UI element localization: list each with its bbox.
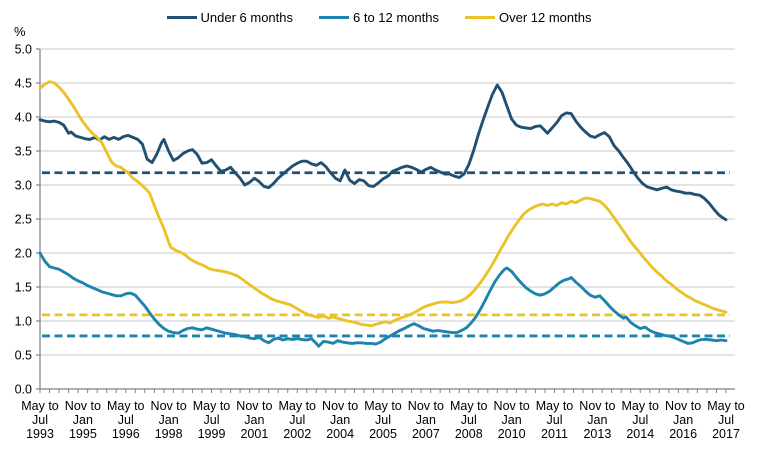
x-tick-label-year: 1995 [69, 427, 97, 441]
x-tick-label-month: Jan [416, 413, 436, 427]
x-tick-label-year: 1999 [198, 427, 226, 441]
x-tick-label-month: Jan [73, 413, 93, 427]
x-tick-label-period: May to [450, 399, 488, 413]
x-tick-label-month: Jul [375, 413, 391, 427]
y-axis-unit-label: % [14, 24, 26, 39]
x-tick-label-period: May to [21, 399, 59, 413]
legend: Under 6 months 6 to 12 months Over 12 mo… [0, 10, 758, 25]
legend-swatch-over-12-months [465, 16, 495, 19]
y-tick-label-2.5: 2.5 [15, 213, 32, 227]
x-tick-label-year: 1998 [155, 427, 183, 441]
x-tick-label-year: 2013 [583, 427, 611, 441]
y-tick-label-5.0: 5.0 [15, 43, 32, 57]
x-tick-label-year: 2004 [326, 427, 354, 441]
x-tick-label-period: Nov to [494, 399, 530, 413]
y-tick-label-4.0: 4.0 [15, 111, 32, 125]
x-tick-label-period: May to [278, 399, 316, 413]
x-tick-label-month: Jan [587, 413, 607, 427]
x-tick-label-year: 2001 [240, 427, 268, 441]
x-tick-label-month: Jan [673, 413, 693, 427]
x-tick-label-period: Nov to [322, 399, 358, 413]
y-tick-label-1.5: 1.5 [15, 281, 32, 295]
x-tick-label-period: May to [621, 399, 659, 413]
x-tick-label-year: 2008 [455, 427, 483, 441]
legend-label-under-6-months: Under 6 months [200, 10, 294, 25]
x-tick-label-month: Jan [330, 413, 350, 427]
x-tick-label-period: May to [107, 399, 145, 413]
y-tick-label-1.0: 1.0 [15, 315, 32, 329]
y-tick-label-3.0: 3.0 [15, 179, 32, 193]
x-tick-label-period: May to [536, 399, 574, 413]
x-tick-label-month: Jul [547, 413, 563, 427]
y-tick-label-3.5: 3.5 [15, 145, 32, 159]
y-tick-label-0.5: 0.5 [15, 349, 32, 363]
x-tick-label-period: Nov to [236, 399, 272, 413]
x-tick-label-month: Jul [632, 413, 648, 427]
x-tick-label-month: Jul [118, 413, 134, 427]
x-tick-label-year: 2005 [369, 427, 397, 441]
x-tick-label-month: Jan [502, 413, 522, 427]
series-line-6-to-12-months [38, 251, 728, 348]
x-tick-label-year: 2007 [412, 427, 440, 441]
legend-item-over-12-months: Over 12 months [465, 10, 592, 25]
x-tick-label-period: Nov to [408, 399, 444, 413]
x-tick-label-period: Nov to [151, 399, 187, 413]
series-line-over-12-months [38, 80, 728, 328]
x-tick-label-month: Jul [32, 413, 48, 427]
x-tick-label-year: 2014 [626, 427, 654, 441]
x-tick-label-year: 2011 [541, 427, 568, 441]
x-tick-label-period: Nov to [579, 399, 615, 413]
legend-swatch-6-to-12-months [319, 16, 349, 19]
legend-item-under-6-months: Under 6 months [166, 10, 294, 25]
legend-label-over-12-months: Over 12 months [499, 10, 592, 25]
x-tick-label-month: Jul [204, 413, 220, 427]
x-tick-label-period: May to [364, 399, 402, 413]
y-tick-label-0.0: 0.0 [15, 383, 32, 397]
x-tick-label-period: May to [707, 399, 745, 413]
legend-label-6-to-12-months: 6 to 12 months [353, 10, 439, 25]
legend-item-6-to-12-months: 6 to 12 months [319, 10, 439, 25]
y-tick-label-2.0: 2.0 [15, 247, 32, 261]
legend-swatch-under-6-months [166, 16, 197, 19]
x-tick-label-year: 2002 [283, 427, 311, 441]
x-tick-label-year: 2017 [712, 427, 740, 441]
series-line-under-6-months [38, 83, 728, 222]
x-tick-label-year: 2010 [498, 427, 526, 441]
x-tick-label-month: Jul [461, 413, 477, 427]
x-tick-label-period: Nov to [665, 399, 701, 413]
x-tick-label-year: 2016 [669, 427, 697, 441]
x-tick-label-month: Jul [289, 413, 305, 427]
x-tick-label-year: 1996 [112, 427, 140, 441]
x-tick-label-period: May to [193, 399, 231, 413]
x-tick-label-period: Nov to [65, 399, 101, 413]
x-tick-label-month: Jan [159, 413, 179, 427]
x-tick-label-year: 1993 [26, 427, 54, 441]
y-tick-label-4.5: 4.5 [15, 77, 32, 91]
x-tick-label-month: Jul [718, 413, 734, 427]
x-tick-label-month: Jan [244, 413, 264, 427]
